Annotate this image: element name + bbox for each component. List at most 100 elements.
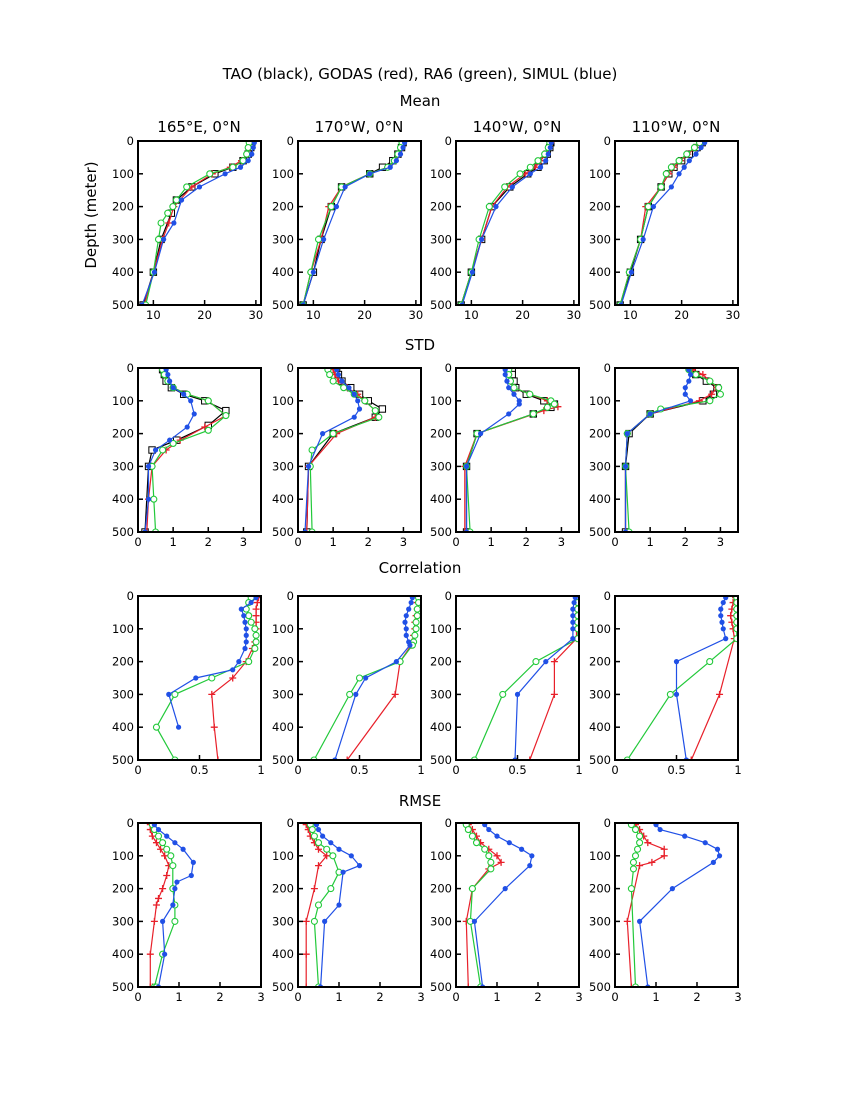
point-ra6 [532,658,540,666]
point-simul [336,846,342,852]
point-simul [702,141,708,146]
point-ra6 [636,839,644,847]
point-ra6 [340,384,348,392]
y-tick-label: 200 [112,427,134,441]
point-godas [708,390,716,398]
point-ra6 [414,599,421,607]
point-ra6 [204,397,212,405]
point-ra6 [245,612,253,620]
x-tick-label: 0 [134,535,141,549]
y-tick-label: 0 [287,361,294,375]
x-tick-label: 0.5 [667,763,685,777]
point-ra6 [534,157,542,165]
column-title-140w: 140°W, 0°N [473,118,562,136]
point-godas [302,917,310,925]
point-simul [339,378,345,384]
point-simul [402,141,408,146]
point-ra6 [733,625,738,633]
series-line-simul [473,824,533,987]
point-godas [229,674,237,682]
y-tick-label: 0 [604,134,611,148]
point-simul [155,826,162,833]
point-simul [511,391,517,397]
y-tick-label: 100 [589,167,611,181]
y-tick-label: 300 [430,232,452,246]
point-ra6 [371,407,379,415]
point-simul [482,823,488,828]
series-line-simul [620,142,706,305]
point-simul [718,606,724,612]
x-tick-label: 3 [558,535,565,549]
x-tick-label: 0 [452,990,459,1004]
y-tick-label: 200 [589,882,611,896]
point-simul [172,886,178,892]
point-simul [190,859,196,865]
y-tick-label: 0 [127,134,134,148]
y-tick-label: 0 [604,361,611,375]
column-title-110w: 110°W, 0°N [632,118,721,136]
point-ra6 [733,635,738,643]
point-godas [315,862,322,870]
point-simul [720,626,726,632]
series-line-godas [619,142,702,305]
point-simul [167,437,173,443]
y-tick-label: 500 [589,753,611,767]
y-tick-label: 300 [430,914,452,928]
x-tick-label: 1 [175,990,182,1004]
point-ra6 [550,400,558,408]
point-ra6 [164,209,172,217]
y-tick-label: 0 [287,816,294,830]
point-ra6 [472,839,481,847]
series-group [152,596,261,760]
point-simul [340,869,346,875]
x-tick-label: 3 [717,535,724,549]
y-tick-label: 500 [430,980,452,994]
point-ra6 [327,203,335,211]
point-ra6 [329,852,337,860]
point-ra6 [629,865,638,873]
point-simul [348,853,354,859]
x-tick-label: 1 [487,535,494,549]
point-simul [527,863,533,869]
point-ra6 [485,852,493,860]
series-line-ra6 [619,142,701,305]
point-simul [161,236,167,242]
point-simul [572,596,578,601]
y-tick-label: 200 [272,427,294,441]
y-tick-label: 500 [430,753,452,767]
point-simul [333,204,340,210]
point-simul [653,823,659,828]
y-tick-label: 400 [430,492,452,506]
point-simul [356,406,363,412]
point-godas [648,858,656,866]
x-tick-label: 0 [134,763,141,777]
y-tick-label: 400 [272,947,294,961]
point-simul [502,371,508,378]
point-ra6 [526,163,534,171]
panel-frame [455,822,580,988]
point-godas [161,852,169,860]
panel-mean-3: 0 100 200 300 400 500 10 20 30 [589,134,740,322]
panel-mean-2: 0 100 200 300 400 500 10 20 30 [430,134,581,322]
y-tick-label: 300 [272,914,294,928]
y-tick-label: 200 [589,200,611,214]
panel-frame [137,367,262,533]
point-simul [637,918,643,925]
y-tick-label: 300 [430,459,452,473]
point-godas [146,983,154,987]
point-simul [174,879,180,885]
y-tick-label: 300 [112,914,134,928]
x-tick-label: 1 [257,763,264,777]
point-simul [545,151,551,157]
point-simul [686,158,692,164]
series-line-ra6 [465,369,556,532]
x-tick-label: 20 [357,308,372,322]
panel-frame [614,140,739,306]
y-tick-label: 500 [272,753,294,767]
point-ra6 [171,917,179,925]
series-group [146,823,196,987]
x-tick-label: 20 [515,308,530,322]
